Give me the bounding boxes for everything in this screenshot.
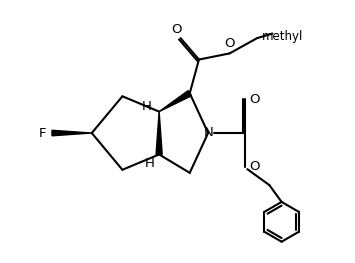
Text: methyl: methyl (261, 30, 303, 43)
Text: F: F (39, 127, 47, 140)
Text: O: O (225, 37, 235, 50)
Polygon shape (52, 130, 92, 136)
Polygon shape (156, 112, 162, 154)
Text: H: H (141, 100, 151, 113)
Text: H: H (144, 157, 154, 170)
Text: OMe via bond: OMe via bond (274, 33, 284, 34)
Text: O: O (249, 160, 260, 173)
Polygon shape (159, 91, 191, 112)
Text: O: O (171, 23, 182, 36)
Text: N: N (203, 126, 213, 139)
Text: O: O (249, 93, 260, 106)
